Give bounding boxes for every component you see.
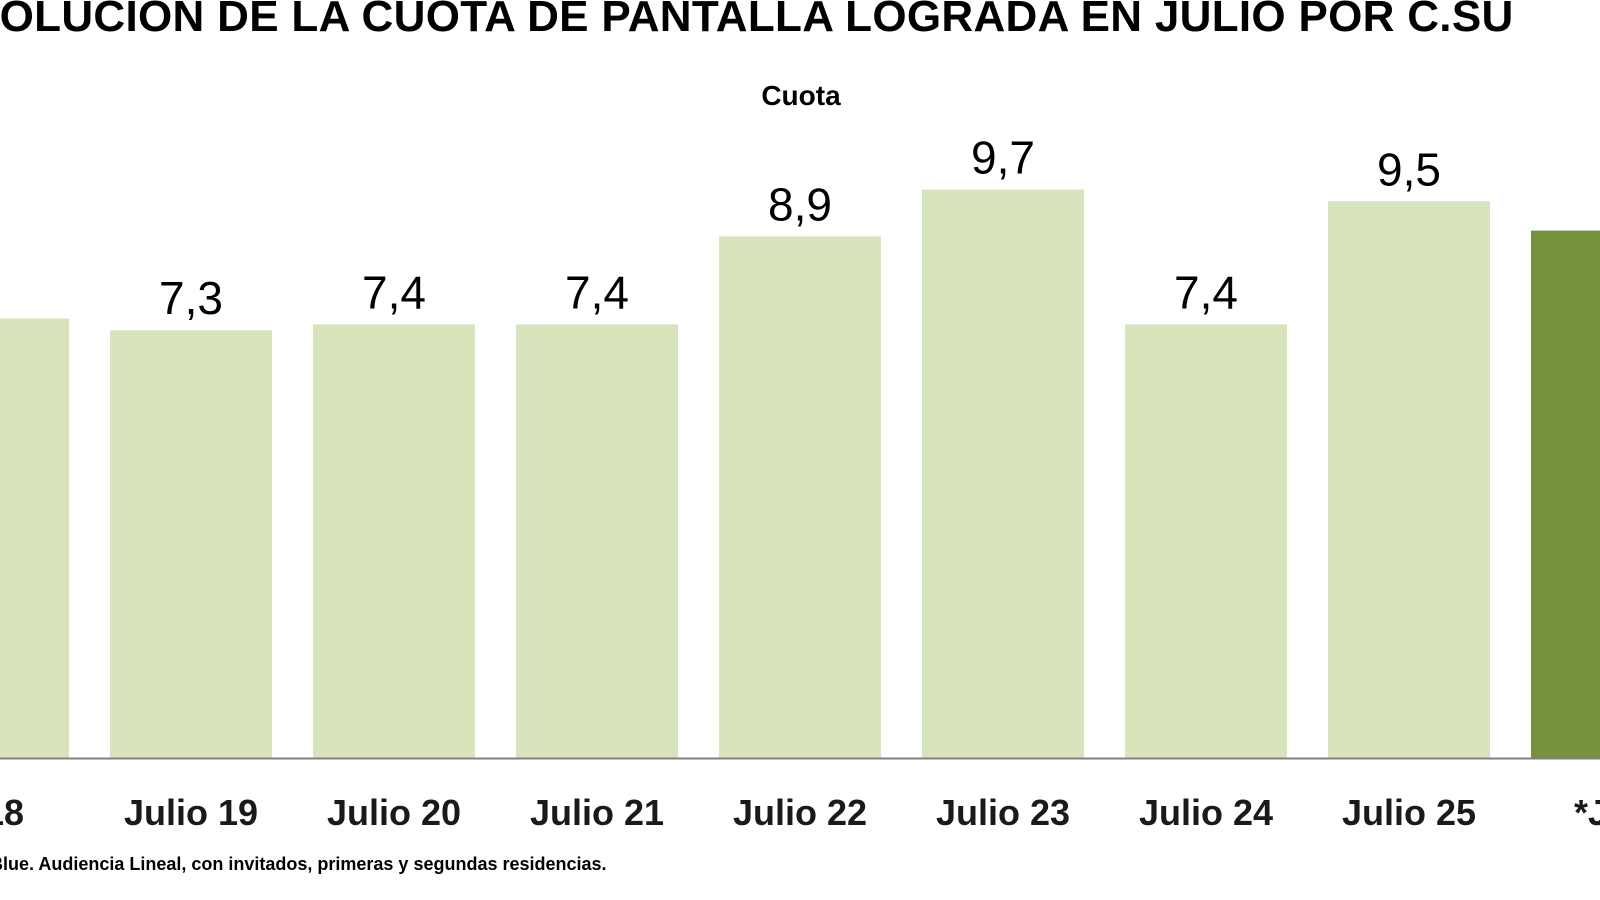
value-label-2: 7,3 <box>159 272 223 324</box>
bar-2 <box>110 330 272 758</box>
bar-7 <box>1125 324 1287 758</box>
category-label-9: *Juli <box>1574 792 1600 833</box>
source-note: Blue. Audiencia Lineal, con invitados, p… <box>0 854 607 874</box>
category-label-5: Julio 22 <box>733 792 867 833</box>
value-label-8: 9,5 <box>1377 143 1441 195</box>
bars-layer <box>0 189 1600 759</box>
value-labels-layer: 57,37,47,48,99,77,49,59 <box>0 132 1600 325</box>
value-label-5: 8,9 <box>768 178 832 230</box>
value-label-7: 7,4 <box>1174 266 1238 318</box>
bar-5 <box>719 236 881 758</box>
series-label: Cuota <box>761 80 841 111</box>
chart-title: VOLUCIÓN DE LA CUOTA DE PANTALLA LOGRADA… <box>0 0 1514 41</box>
bar-4 <box>516 324 678 758</box>
bar-9 <box>1531 230 1600 759</box>
bar-1 <box>0 318 69 758</box>
bar-3 <box>313 324 475 758</box>
value-label-1: 5 <box>0 261 1 313</box>
value-label-4: 7,4 <box>565 266 629 318</box>
bar-6 <box>922 189 1084 758</box>
value-label-3: 7,4 <box>362 266 426 318</box>
category-label-4: Julio 21 <box>530 792 664 833</box>
category-label-7: Julio 24 <box>1139 792 1273 833</box>
value-label-6: 9,7 <box>971 132 1035 184</box>
category-label-6: Julio 23 <box>936 792 1070 833</box>
bar-8 <box>1328 201 1490 759</box>
category-labels-layer: o 18 Julio 19 Julio 20 Julio 21 Julio 22 Juli… <box>0 792 1600 833</box>
category-label-8: Julio 25 <box>1342 792 1476 833</box>
category-label-1: o 18 <box>0 792 24 833</box>
category-label-3: Julio 20 <box>327 792 461 833</box>
category-label-2: Julio 19 <box>124 792 258 833</box>
